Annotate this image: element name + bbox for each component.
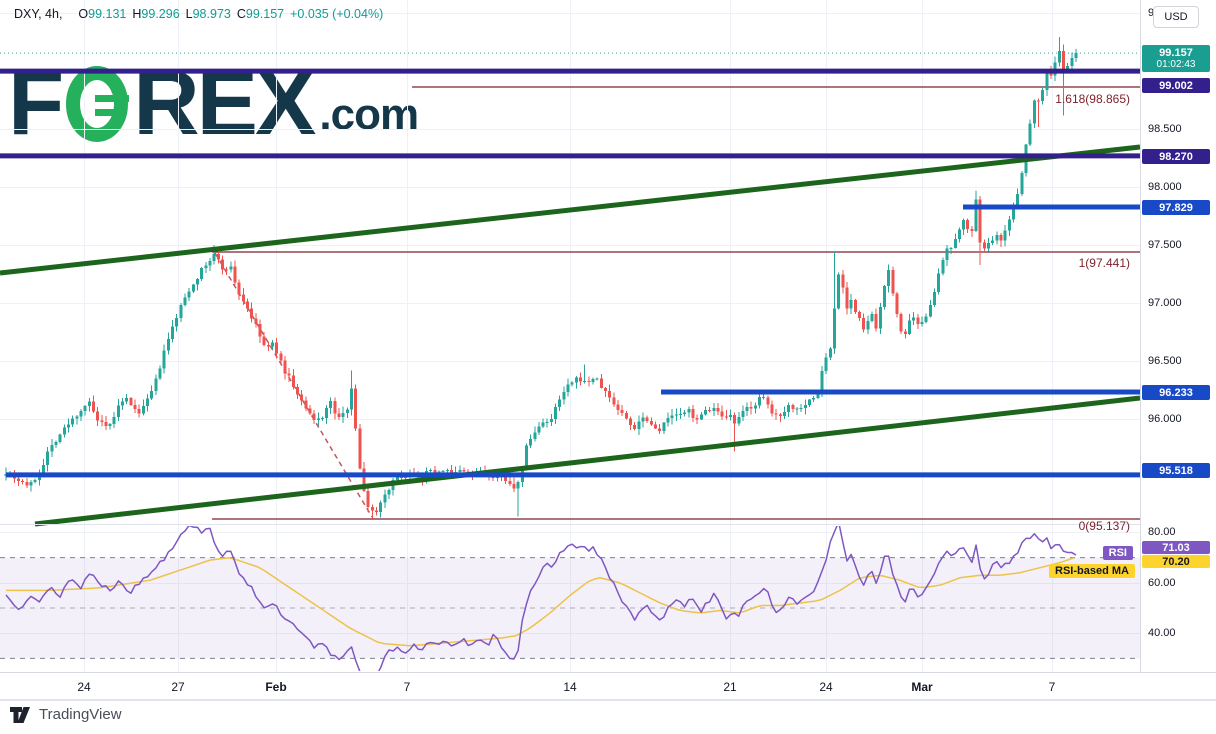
price-tick: 97.000 xyxy=(1148,297,1182,309)
rsi-ma-tag: RSI-based MA xyxy=(1049,564,1135,578)
fib-label-1: 1(97.441) xyxy=(1078,256,1130,270)
level-98270-label: 98.270 xyxy=(1142,149,1210,164)
rsi-ma-value-label: 70.20 xyxy=(1142,555,1210,568)
price-tick: 80.00 xyxy=(1148,526,1176,538)
price-tick: 60.00 xyxy=(1148,577,1176,589)
symbol-header: DXY, 4h, O99.131 H99.296 L98.973 C99.157 +0.… xyxy=(14,7,383,21)
level-97829-label: 97.829 xyxy=(1142,200,1210,215)
level-96233-label: 96.233 xyxy=(1142,385,1210,400)
time-axis[interactable]: 24 27 Feb 7 14 21 24 Mar 7 xyxy=(0,672,1216,700)
close-label: C xyxy=(236,7,246,21)
tradingview-logo[interactable]: TradingView xyxy=(10,706,122,723)
fib-label-0: 0(95.137) xyxy=(1078,519,1130,533)
time-tick: 24 xyxy=(819,680,833,694)
rsi-tag: RSI xyxy=(1102,546,1133,560)
level-95518-label: 95.518 xyxy=(1142,463,1210,478)
time-tick: 21 xyxy=(723,680,737,694)
current-price-label: 99.157 01:02:43 xyxy=(1142,45,1210,72)
fib-label-1618: 1.618(98.865) xyxy=(1055,92,1130,106)
time-tick: Mar xyxy=(911,680,933,694)
price-scale[interactable]: USD 99.50098.50098.00097.50097.00096.500… xyxy=(1140,0,1216,700)
open-label: O xyxy=(78,7,89,21)
time-tick: 24 xyxy=(77,680,91,694)
price-tick: 40.00 xyxy=(1148,627,1176,639)
currency-badge[interactable]: USD xyxy=(1153,6,1199,28)
close-value: 99.157 xyxy=(245,7,285,21)
time-tick: 7 xyxy=(1048,680,1056,694)
watermark-text-com: .com xyxy=(319,90,419,140)
high-label: H xyxy=(132,7,142,21)
price-tick: 96.000 xyxy=(1148,413,1182,425)
price-tick: 98.500 xyxy=(1148,123,1182,135)
low-value: 98.973 xyxy=(192,7,231,21)
high-value: 99.296 xyxy=(141,7,180,21)
price-tick: 96.500 xyxy=(1148,355,1182,367)
time-tick: Feb xyxy=(265,680,287,694)
time-tick: 27 xyxy=(171,680,185,694)
low-label: L xyxy=(185,7,193,21)
price-tick: 98.000 xyxy=(1148,181,1182,193)
time-tick: 7 xyxy=(403,680,411,694)
symbol-title: DXY, 4h, xyxy=(14,7,63,21)
open-value: 99.131 xyxy=(88,7,127,21)
tradingview-text: TradingView xyxy=(39,706,122,723)
rsi-value-label: 71.03 xyxy=(1142,541,1210,554)
level-99002-label: 99.002 xyxy=(1142,78,1210,93)
time-tick: 14 xyxy=(563,680,577,694)
tradingview-icon xyxy=(10,706,30,723)
price-tick: 97.500 xyxy=(1148,239,1182,251)
change-value: +0.035 (+0.04%) xyxy=(290,7,384,21)
